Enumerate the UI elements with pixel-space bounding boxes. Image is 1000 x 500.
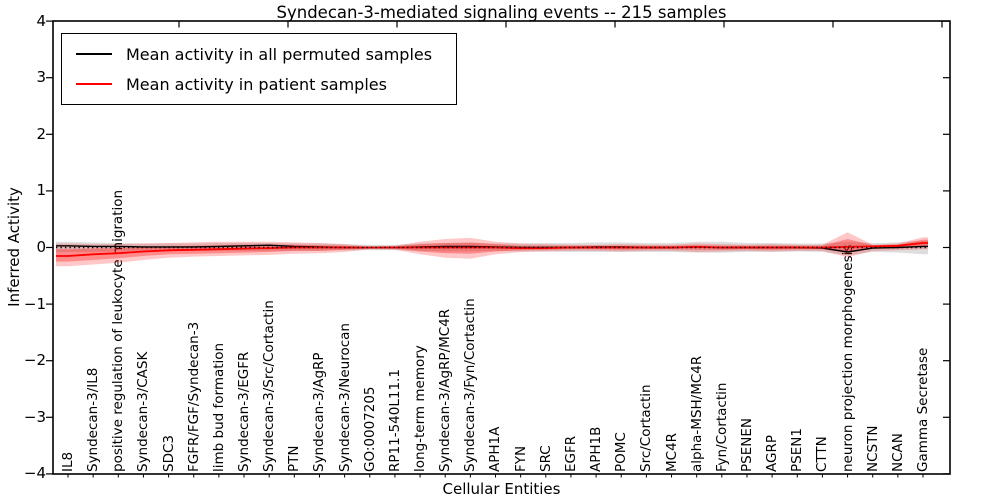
x-tick-label: positive regulation of leukocyte migrati… (110, 189, 127, 472)
x-tick-label: MC4R (663, 432, 680, 472)
band-0 (56, 240, 928, 256)
x-tick-label: long-term memory (412, 345, 429, 472)
x-tick-label: EGFR (562, 435, 579, 472)
y-tick-label: 3 (36, 68, 46, 87)
legend-item-patient: Mean activity in patient samples (76, 72, 432, 96)
x-tick-label: Syndecan-3/Src/Cortactin (261, 300, 278, 472)
x-tick-label: Syndecan-3/EGFR (236, 351, 253, 472)
x-tick-label: Syndecan-3/Neurocan (336, 323, 353, 472)
x-tick-label: Syndecan-3/IL8 (85, 367, 102, 472)
chart-title: Syndecan-3-mediated signaling events -- … (276, 3, 727, 22)
y-tick-label: 0 (36, 238, 46, 256)
x-tick-label: PSEN1 (789, 428, 806, 472)
x-tick-label: Gamma Secretase (914, 347, 931, 472)
permuted-mean-line (56, 244, 928, 253)
band-2 (56, 239, 928, 262)
y-tick-label: −3 (23, 407, 46, 426)
x-tick-label: Src/Cortactin (638, 384, 655, 472)
x-tick-label: APH1B (588, 426, 605, 472)
x-tick-label: Syndecan-3/Fyn/Cortactin (462, 298, 479, 472)
legend-label: Mean activity in patient samples (126, 74, 387, 94)
x-tick-label: PSENEN (738, 418, 755, 472)
x-tick-label: PTN (286, 445, 303, 473)
legend-label: Mean activity in all permuted samples (126, 44, 433, 64)
y-tick-label: 4 (36, 11, 46, 30)
x-tick-label: Syndecan-3/AgRP (311, 352, 328, 472)
legend: Mean activity in all permuted samples Me… (61, 33, 458, 105)
legend-item-permuted: Mean activity in all permuted samples (76, 42, 432, 66)
x-tick-label: Syndecan-3/CASK (135, 351, 152, 472)
x-tick-label: neuron projection morphogenesis (839, 244, 856, 472)
x-tick-label: NCSTN (864, 425, 881, 472)
band-1 (56, 232, 928, 267)
patient-mean-line (56, 242, 928, 257)
x-tick-label: SRC (537, 445, 554, 472)
x-tick-label: CTTN (814, 436, 831, 472)
y-tick-label: 1 (36, 181, 46, 200)
x-tick-label: APH1A (487, 426, 504, 472)
x-tick-label: SDC3 (160, 435, 177, 472)
y-tick-label: −1 (23, 294, 46, 313)
y-tick-label: −4 (23, 464, 46, 483)
permuted-line-swatch-icon (76, 53, 112, 55)
x-tick-label: AGRP (764, 435, 781, 472)
x-tick-label: RP11-540L11.1 (386, 369, 403, 472)
x-tick-label: FGFR/FGF/Syndecan-3 (185, 321, 202, 472)
patient-line-swatch-icon (76, 83, 112, 85)
x-axis-label: Cellular Entities (442, 480, 561, 498)
x-tick-label: limb bud formation (210, 342, 227, 472)
y-tick-label: 2 (36, 124, 46, 143)
x-tick-label: alpha-MSH/MC4R (688, 355, 705, 472)
y-tick-label: −2 (23, 351, 46, 370)
x-tick-label: Fyn/Cortactin (713, 382, 730, 472)
x-tick-label: FYN (512, 445, 529, 472)
x-tick-label: POMC (613, 432, 630, 472)
x-tick-label: IL8 (60, 451, 76, 472)
x-tick-label: Syndecan-3/AgRP/MC4R (437, 308, 454, 472)
x-tick-label: GO:0007205 (361, 386, 378, 472)
x-tick-label: NCAN (889, 433, 906, 472)
